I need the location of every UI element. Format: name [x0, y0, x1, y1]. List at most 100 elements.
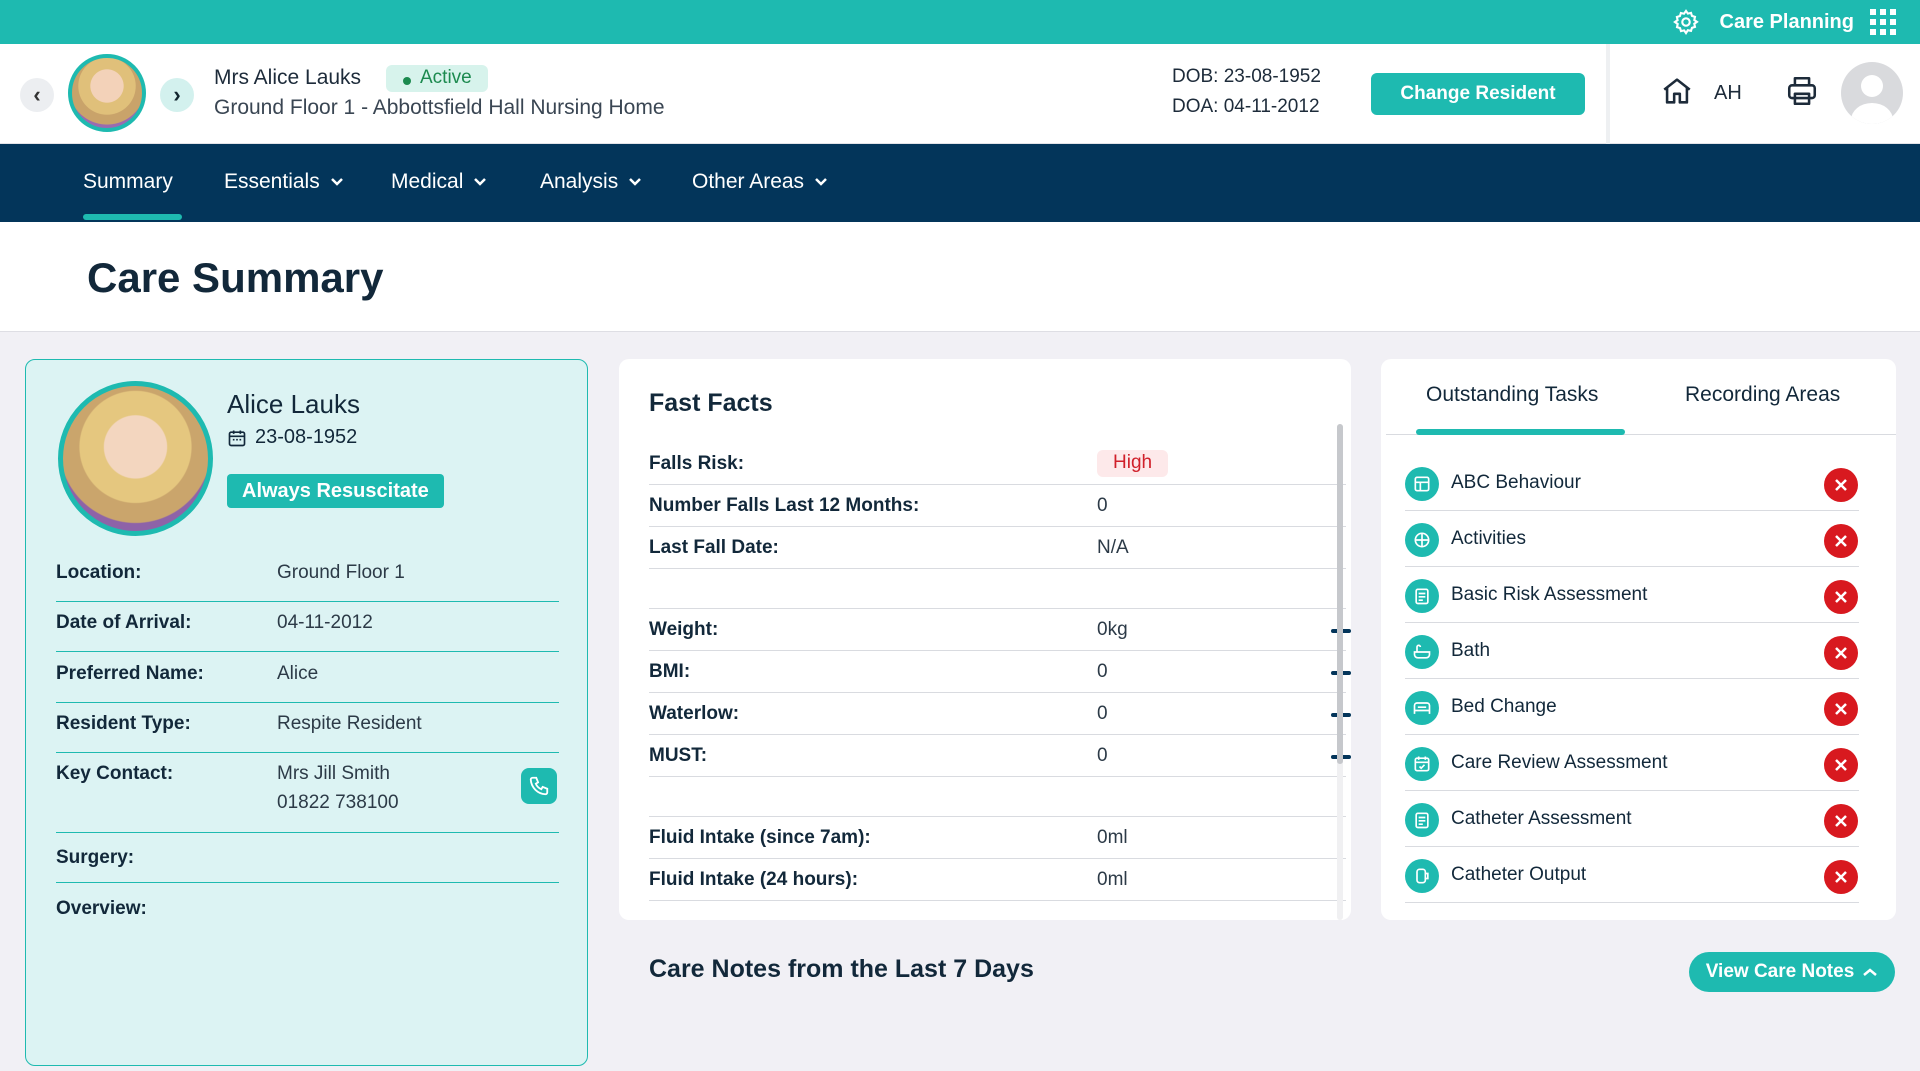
fact-section-divider	[649, 569, 1346, 609]
task-row[interactable]: Bed Change	[1405, 679, 1859, 735]
next-resident-chevron-right-icon[interactable]: ›	[160, 78, 194, 112]
task-label: ABC Behaviour	[1451, 472, 1581, 493]
home-icon[interactable]	[1660, 74, 1694, 108]
task-row[interactable]: Catheter Assessment	[1405, 791, 1859, 847]
profile-row-surgery: Surgery:	[56, 833, 559, 883]
profile-dob-value: 23-08-1952	[255, 426, 358, 448]
tab-recording-areas[interactable]: Recording Areas	[1685, 383, 1841, 406]
resuscitation-badge: Always Resuscitate	[227, 474, 444, 508]
close-icon[interactable]	[1824, 468, 1858, 502]
fact-value: N/A	[1097, 537, 1129, 558]
fact-label: Falls Risk:	[649, 453, 745, 474]
fact-value: 0ml	[1097, 827, 1128, 848]
user-avatar[interactable]	[1841, 62, 1903, 124]
task-row[interactable]: Activities	[1405, 511, 1859, 567]
row-value: Respite Resident	[277, 713, 422, 734]
nav-item-label: Other Areas	[692, 170, 805, 193]
row-label: Date of Arrival:	[56, 612, 192, 633]
row-label: Overview:	[56, 898, 147, 919]
fact-label: Weight:	[649, 619, 719, 640]
row-label: Surgery:	[56, 847, 135, 868]
bed-icon	[1405, 691, 1439, 725]
catheter-icon	[1405, 859, 1439, 893]
close-icon[interactable]	[1824, 636, 1858, 670]
clipboard-icon	[1405, 579, 1439, 613]
care-notes-title: Care Notes from the Last 7 Days	[649, 955, 1034, 983]
fact-value: 0	[1097, 495, 1108, 516]
app-launcher-grid-icon[interactable]	[1870, 9, 1896, 35]
profile-row-resident-type: Resident Type: Respite Resident	[56, 703, 559, 753]
page-title-bar: Care Summary	[0, 222, 1920, 332]
row-value: 04-11-2012	[277, 612, 373, 633]
fact-row-waterlow: Waterlow: 0	[649, 693, 1351, 735]
profile-row-overview: Overview:	[56, 883, 559, 943]
task-row[interactable]: Care Review Assessment	[1405, 735, 1859, 791]
fact-label: MUST:	[649, 745, 708, 766]
close-icon[interactable]	[1824, 860, 1858, 894]
fact-section-divider	[649, 777, 1346, 817]
nav-item-summary[interactable]: Summary	[83, 170, 173, 194]
change-resident-button[interactable]: Change Resident	[1371, 73, 1585, 115]
settings-gear-icon[interactable]	[1672, 8, 1700, 36]
header-divider	[1606, 44, 1610, 144]
tab-outstanding-tasks[interactable]: Outstanding Tasks	[1426, 383, 1599, 406]
risk-badge: High	[1097, 450, 1169, 477]
nav-item-medical[interactable]: Medical	[391, 170, 487, 194]
fast-facts-title: Fast Facts	[649, 389, 773, 417]
close-icon[interactable]	[1824, 804, 1858, 838]
task-label: Catheter Output	[1451, 864, 1587, 885]
close-icon[interactable]	[1824, 524, 1858, 558]
calendar-icon	[228, 430, 246, 446]
task-label: Bath	[1451, 640, 1491, 661]
profile-row-location: Location: Ground Floor 1	[56, 552, 559, 602]
resident-doa: DOA: 04-11-2012	[1172, 96, 1320, 117]
user-initials[interactable]: AH	[1714, 82, 1742, 104]
task-row[interactable]: Catheter Output	[1405, 847, 1859, 903]
scrollbar-thumb[interactable]	[1337, 424, 1343, 764]
call-contact-button[interactable]	[521, 768, 557, 804]
task-row[interactable]: Basic Risk Assessment	[1405, 567, 1859, 623]
close-icon[interactable]	[1824, 580, 1858, 614]
calendar-check-icon	[1405, 747, 1439, 781]
resident-header: ‹ › Mrs Alice Lauks Active Ground Floor …	[0, 44, 1920, 144]
ball-icon	[1405, 523, 1439, 557]
nav-item-analysis[interactable]: Analysis	[540, 170, 642, 194]
task-row[interactable]: ABC Behaviour	[1405, 455, 1859, 511]
nav-active-indicator	[83, 214, 182, 220]
close-icon[interactable]	[1824, 748, 1858, 782]
fact-label: Last Fall Date:	[649, 537, 779, 558]
tab-divider	[1386, 434, 1896, 435]
nav-item-label: Essentials	[224, 170, 320, 193]
fact-row-fluid-7am: Fluid Intake (since 7am): 0ml	[649, 817, 1346, 859]
print-icon[interactable]	[1785, 74, 1819, 108]
fact-row-fluid-24h: Fluid Intake (24 hours): 0ml	[649, 859, 1346, 901]
nav-item-other-areas[interactable]: Other Areas	[692, 170, 828, 194]
main-navigation: Summary Essentials Medical Analysis Othe…	[0, 144, 1920, 222]
close-icon[interactable]	[1824, 692, 1858, 726]
tasks-card: Outstanding Tasks Recording Areas ABC Be…	[1381, 359, 1896, 920]
row-label: Key Contact:	[56, 763, 174, 784]
chevron-down-icon	[815, 178, 827, 186]
nav-item-essentials[interactable]: Essentials	[224, 170, 344, 194]
fact-value: 0	[1097, 703, 1108, 724]
profile-row-key-contact: Key Contact: Mrs Jill Smith 01822 738100	[56, 753, 559, 833]
resident-avatar	[68, 54, 146, 132]
calendar-grid-icon	[1405, 467, 1439, 501]
fact-row-bmi: BMI: 0	[649, 651, 1351, 693]
fact-row-last-fall: Last Fall Date: N/A	[649, 527, 1346, 569]
nav-item-label: Analysis	[540, 170, 619, 193]
app-name[interactable]: Care Planning	[1719, 10, 1854, 33]
bath-icon	[1405, 635, 1439, 669]
profile-row-preferred-name: Preferred Name: Alice	[56, 652, 559, 703]
task-label: Catheter Assessment	[1451, 808, 1632, 829]
task-label: Basic Risk Assessment	[1451, 584, 1648, 605]
profile-dob: 23-08-1952	[227, 426, 357, 449]
row-label: Location:	[56, 562, 142, 583]
fast-facts-scrollbar[interactable]	[1337, 424, 1343, 920]
fact-value: 0ml	[1097, 869, 1128, 890]
view-care-notes-button[interactable]: View Care Notes	[1689, 952, 1895, 992]
task-row[interactable]: Bath	[1405, 623, 1859, 679]
resident-photo	[58, 381, 213, 536]
profile-row-arrival: Date of Arrival: 04-11-2012	[56, 602, 559, 652]
previous-resident-chevron-left-icon[interactable]: ‹	[20, 78, 54, 112]
